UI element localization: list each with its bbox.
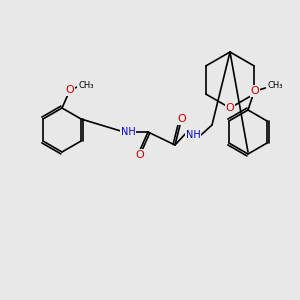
- Text: CH₃: CH₃: [78, 80, 94, 89]
- Text: O: O: [136, 150, 144, 160]
- Text: CH₃: CH₃: [267, 80, 283, 89]
- Text: O: O: [250, 86, 260, 96]
- Text: O: O: [178, 114, 186, 124]
- Text: O: O: [226, 103, 234, 113]
- Text: NH: NH: [121, 127, 135, 137]
- Text: NH: NH: [186, 130, 200, 140]
- Text: O: O: [66, 85, 74, 95]
